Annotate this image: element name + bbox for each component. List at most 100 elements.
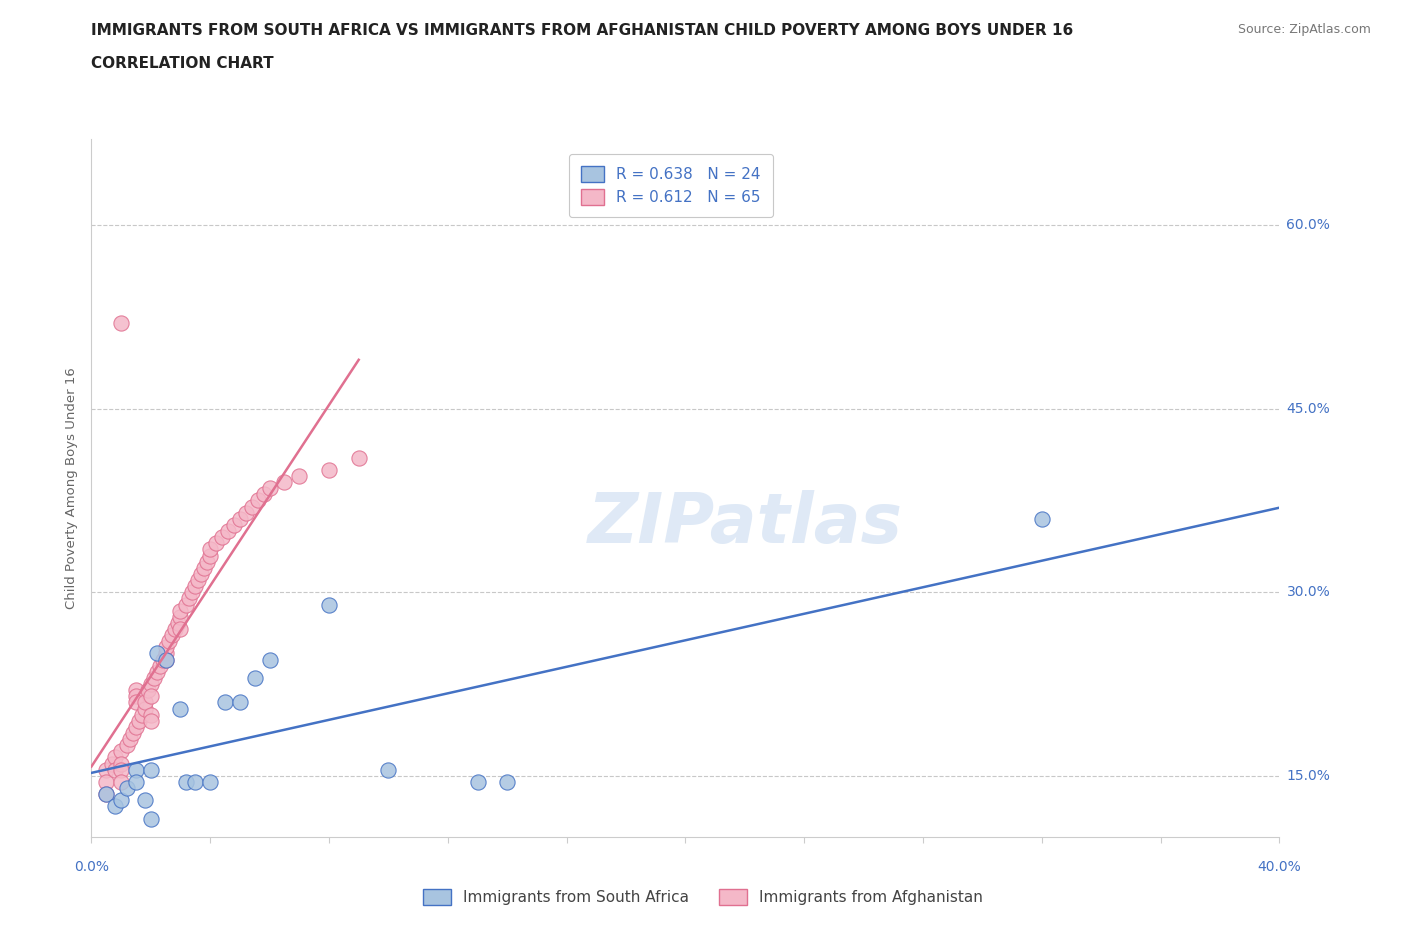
Point — [288, 469, 311, 484]
Point — [104, 799, 127, 814]
Point — [214, 695, 236, 710]
Point — [139, 677, 162, 692]
Point — [152, 652, 174, 667]
Point — [96, 787, 118, 802]
Point — [110, 756, 132, 771]
Point — [134, 701, 156, 716]
Point — [110, 315, 132, 330]
Point — [139, 811, 162, 826]
Point — [246, 493, 269, 508]
Point — [200, 548, 222, 563]
Point — [217, 524, 239, 538]
Point — [318, 462, 340, 477]
Point — [235, 505, 257, 520]
Point — [139, 713, 162, 728]
Point — [205, 536, 228, 551]
Point — [104, 763, 127, 777]
Point — [243, 671, 266, 685]
Point — [253, 487, 276, 502]
Point — [169, 621, 191, 636]
Point — [139, 707, 162, 722]
Point — [125, 695, 148, 710]
Point — [347, 450, 370, 465]
Legend: Immigrants from South Africa, Immigrants from Afghanistan: Immigrants from South Africa, Immigrants… — [415, 882, 991, 913]
Point — [259, 481, 281, 496]
Point — [157, 633, 180, 648]
Point — [136, 683, 159, 698]
Point — [115, 780, 138, 795]
Point — [181, 585, 204, 600]
Point — [125, 689, 148, 704]
Point — [160, 628, 183, 643]
Legend: R = 0.638   N = 24, R = 0.612   N = 65: R = 0.638 N = 24, R = 0.612 N = 65 — [569, 154, 773, 218]
Point — [104, 750, 127, 764]
Text: 45.0%: 45.0% — [1286, 402, 1330, 416]
Point — [110, 775, 132, 790]
Text: 30.0%: 30.0% — [1286, 585, 1330, 599]
Point — [155, 652, 177, 667]
Text: Source: ZipAtlas.com: Source: ZipAtlas.com — [1237, 23, 1371, 36]
Point — [110, 744, 132, 759]
Point — [176, 775, 198, 790]
Point — [142, 671, 165, 685]
Text: 40.0%: 40.0% — [1257, 860, 1302, 874]
Point — [259, 652, 281, 667]
Point — [211, 530, 233, 545]
Point — [139, 763, 162, 777]
Point — [145, 646, 167, 661]
Point — [377, 763, 399, 777]
Point — [184, 578, 207, 593]
Point — [110, 763, 132, 777]
Point — [134, 793, 156, 808]
Point — [115, 737, 138, 752]
Point — [240, 499, 263, 514]
Point — [96, 775, 118, 790]
Point — [96, 763, 118, 777]
Point — [229, 695, 252, 710]
Point — [125, 683, 148, 698]
Point — [200, 542, 222, 557]
Point — [139, 689, 162, 704]
Point — [176, 597, 198, 612]
Point — [200, 775, 222, 790]
Point — [128, 713, 150, 728]
Point — [169, 609, 191, 624]
Text: CORRELATION CHART: CORRELATION CHART — [91, 56, 274, 71]
Point — [229, 512, 252, 526]
Point — [273, 474, 295, 489]
Point — [155, 652, 177, 667]
Point — [101, 756, 124, 771]
Point — [222, 517, 245, 532]
Text: 15.0%: 15.0% — [1286, 769, 1330, 783]
Point — [163, 621, 186, 636]
Text: IMMIGRANTS FROM SOUTH AFRICA VS IMMIGRANTS FROM AFGHANISTAN CHILD POVERTY AMONG : IMMIGRANTS FROM SOUTH AFRICA VS IMMIGRAN… — [91, 23, 1074, 38]
Point — [125, 775, 148, 790]
Point — [110, 793, 132, 808]
Point — [125, 763, 148, 777]
Point — [134, 695, 156, 710]
Point — [179, 591, 201, 605]
Text: ZIPatlas: ZIPatlas — [588, 489, 903, 557]
Point — [96, 787, 118, 802]
Point — [145, 664, 167, 679]
Text: 0.0%: 0.0% — [75, 860, 108, 874]
Point — [169, 604, 191, 618]
Point — [187, 573, 209, 588]
Text: 60.0%: 60.0% — [1286, 219, 1330, 232]
Point — [131, 707, 153, 722]
Point — [155, 640, 177, 655]
Point — [195, 554, 218, 569]
Y-axis label: Child Poverty Among Boys Under 16: Child Poverty Among Boys Under 16 — [65, 367, 79, 609]
Point — [193, 561, 215, 576]
Point — [169, 701, 191, 716]
Point — [318, 597, 340, 612]
Point — [1031, 512, 1053, 526]
Point — [118, 732, 141, 747]
Point — [122, 725, 145, 740]
Point — [190, 566, 212, 581]
Point — [496, 775, 519, 790]
Point — [184, 775, 207, 790]
Point — [155, 646, 177, 661]
Point — [125, 720, 148, 735]
Point — [166, 616, 188, 631]
